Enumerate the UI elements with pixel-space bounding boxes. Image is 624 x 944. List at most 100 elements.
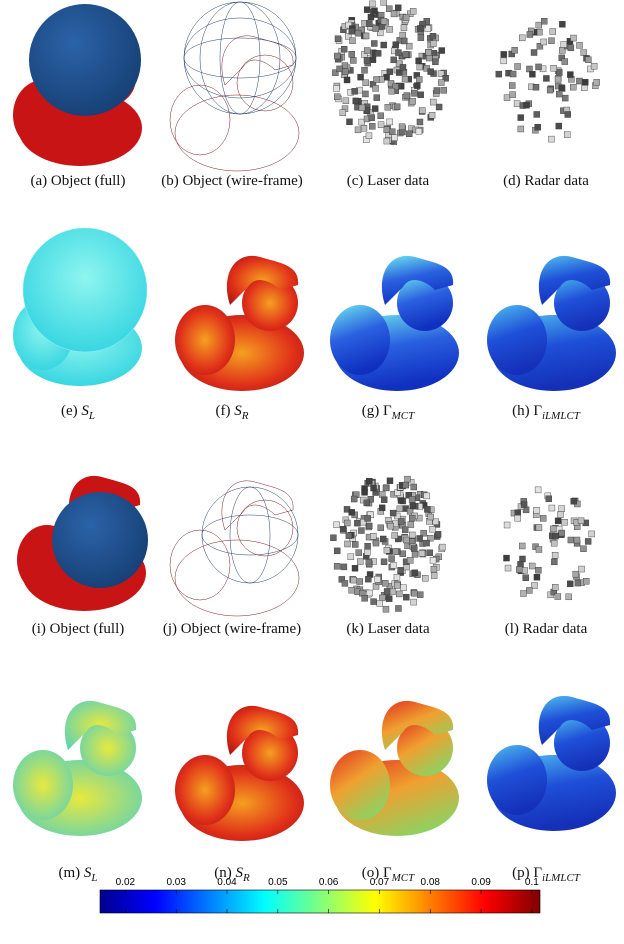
point — [530, 49, 538, 56]
point — [377, 29, 384, 37]
point — [429, 526, 436, 533]
sub: R — [241, 410, 249, 422]
point — [383, 126, 390, 133]
point — [534, 486, 542, 494]
point — [435, 103, 443, 111]
point — [365, 558, 373, 566]
point — [339, 526, 347, 533]
point — [376, 600, 383, 607]
caption-text: (h) — [512, 403, 530, 419]
point — [578, 565, 585, 573]
point — [334, 93, 341, 100]
point — [380, 0, 387, 6]
caption-text: (k) Laser data — [346, 621, 430, 637]
colorbar: 0.02 0.03 0.04 0.05 0.06 0.07 0.08 0.09 0.1 — [99, 877, 541, 914]
point — [397, 497, 405, 504]
caption-text: (d) Radar data — [503, 173, 589, 189]
point — [558, 529, 565, 537]
tick-label: 0.04 — [217, 877, 237, 888]
point — [344, 540, 351, 548]
point — [390, 562, 397, 569]
point — [367, 495, 374, 503]
caption-text: (p) ΓiLMLCT — [512, 862, 580, 889]
images — [13, 0, 616, 841]
point — [430, 98, 437, 106]
caption-text: (f) — [215, 403, 231, 419]
point — [424, 25, 432, 32]
point — [352, 541, 359, 548]
caption-text: (a) Object (full) — [30, 173, 126, 189]
cap: (j) Object (wire-frame) — [154, 618, 310, 640]
point — [350, 576, 357, 584]
point — [556, 90, 563, 98]
point — [362, 79, 369, 86]
point — [382, 605, 390, 613]
colorbar-gradient — [100, 890, 540, 913]
point — [372, 85, 379, 92]
point — [334, 547, 341, 555]
point — [334, 52, 341, 60]
point — [557, 511, 564, 518]
point — [529, 71, 536, 78]
point — [402, 51, 409, 58]
point — [387, 522, 394, 530]
caption-text: Γ — [533, 403, 542, 419]
point — [384, 104, 392, 111]
point — [540, 38, 547, 46]
point — [365, 575, 372, 583]
sphere — [29, 4, 141, 116]
cap: (b) Object (wire-frame) — [154, 170, 310, 192]
point — [392, 41, 399, 48]
point — [370, 533, 377, 540]
point — [521, 567, 528, 574]
point — [442, 75, 449, 82]
point — [409, 502, 416, 509]
caption-text: (e) SL — [61, 400, 95, 427]
laser-data — [330, 475, 446, 613]
point — [402, 481, 409, 489]
point — [341, 580, 349, 587]
cap: (a) Object (full) — [0, 170, 156, 192]
point — [409, 98, 416, 105]
tick-label: 0.06 — [319, 877, 339, 888]
point — [585, 56, 592, 64]
point — [383, 547, 391, 554]
caption-text: (h) ΓiLMLCT — [512, 400, 580, 427]
cap: (g) ΓMCT — [310, 400, 466, 427]
point — [415, 128, 423, 135]
point — [567, 536, 575, 544]
point — [382, 580, 389, 587]
caption-text: (j) Object (wire-frame) — [162, 621, 302, 637]
point — [438, 47, 445, 54]
point — [393, 574, 401, 581]
point — [345, 532, 353, 539]
point — [357, 558, 364, 565]
radar-data — [495, 18, 600, 143]
point — [364, 542, 371, 550]
point — [429, 557, 437, 564]
cap: (n) SR — [154, 862, 310, 889]
point — [363, 57, 371, 64]
point — [582, 79, 589, 86]
point — [349, 37, 356, 44]
point — [550, 65, 557, 72]
point — [411, 551, 419, 558]
point — [333, 521, 340, 529]
tick-label: 0.07 — [370, 877, 390, 888]
point — [354, 29, 362, 37]
point — [573, 536, 581, 544]
object-wireframe — [169, 1, 300, 172]
point — [561, 58, 569, 65]
point — [414, 82, 421, 89]
point — [430, 40, 437, 47]
point — [439, 543, 446, 551]
point — [535, 524, 543, 531]
point — [339, 109, 347, 116]
point — [432, 58, 439, 66]
point — [360, 125, 368, 132]
point — [417, 34, 425, 41]
colorbar-frame — [99, 889, 541, 914]
point — [391, 532, 398, 539]
point — [570, 34, 577, 42]
caption-text: (n) SR — [214, 862, 249, 889]
